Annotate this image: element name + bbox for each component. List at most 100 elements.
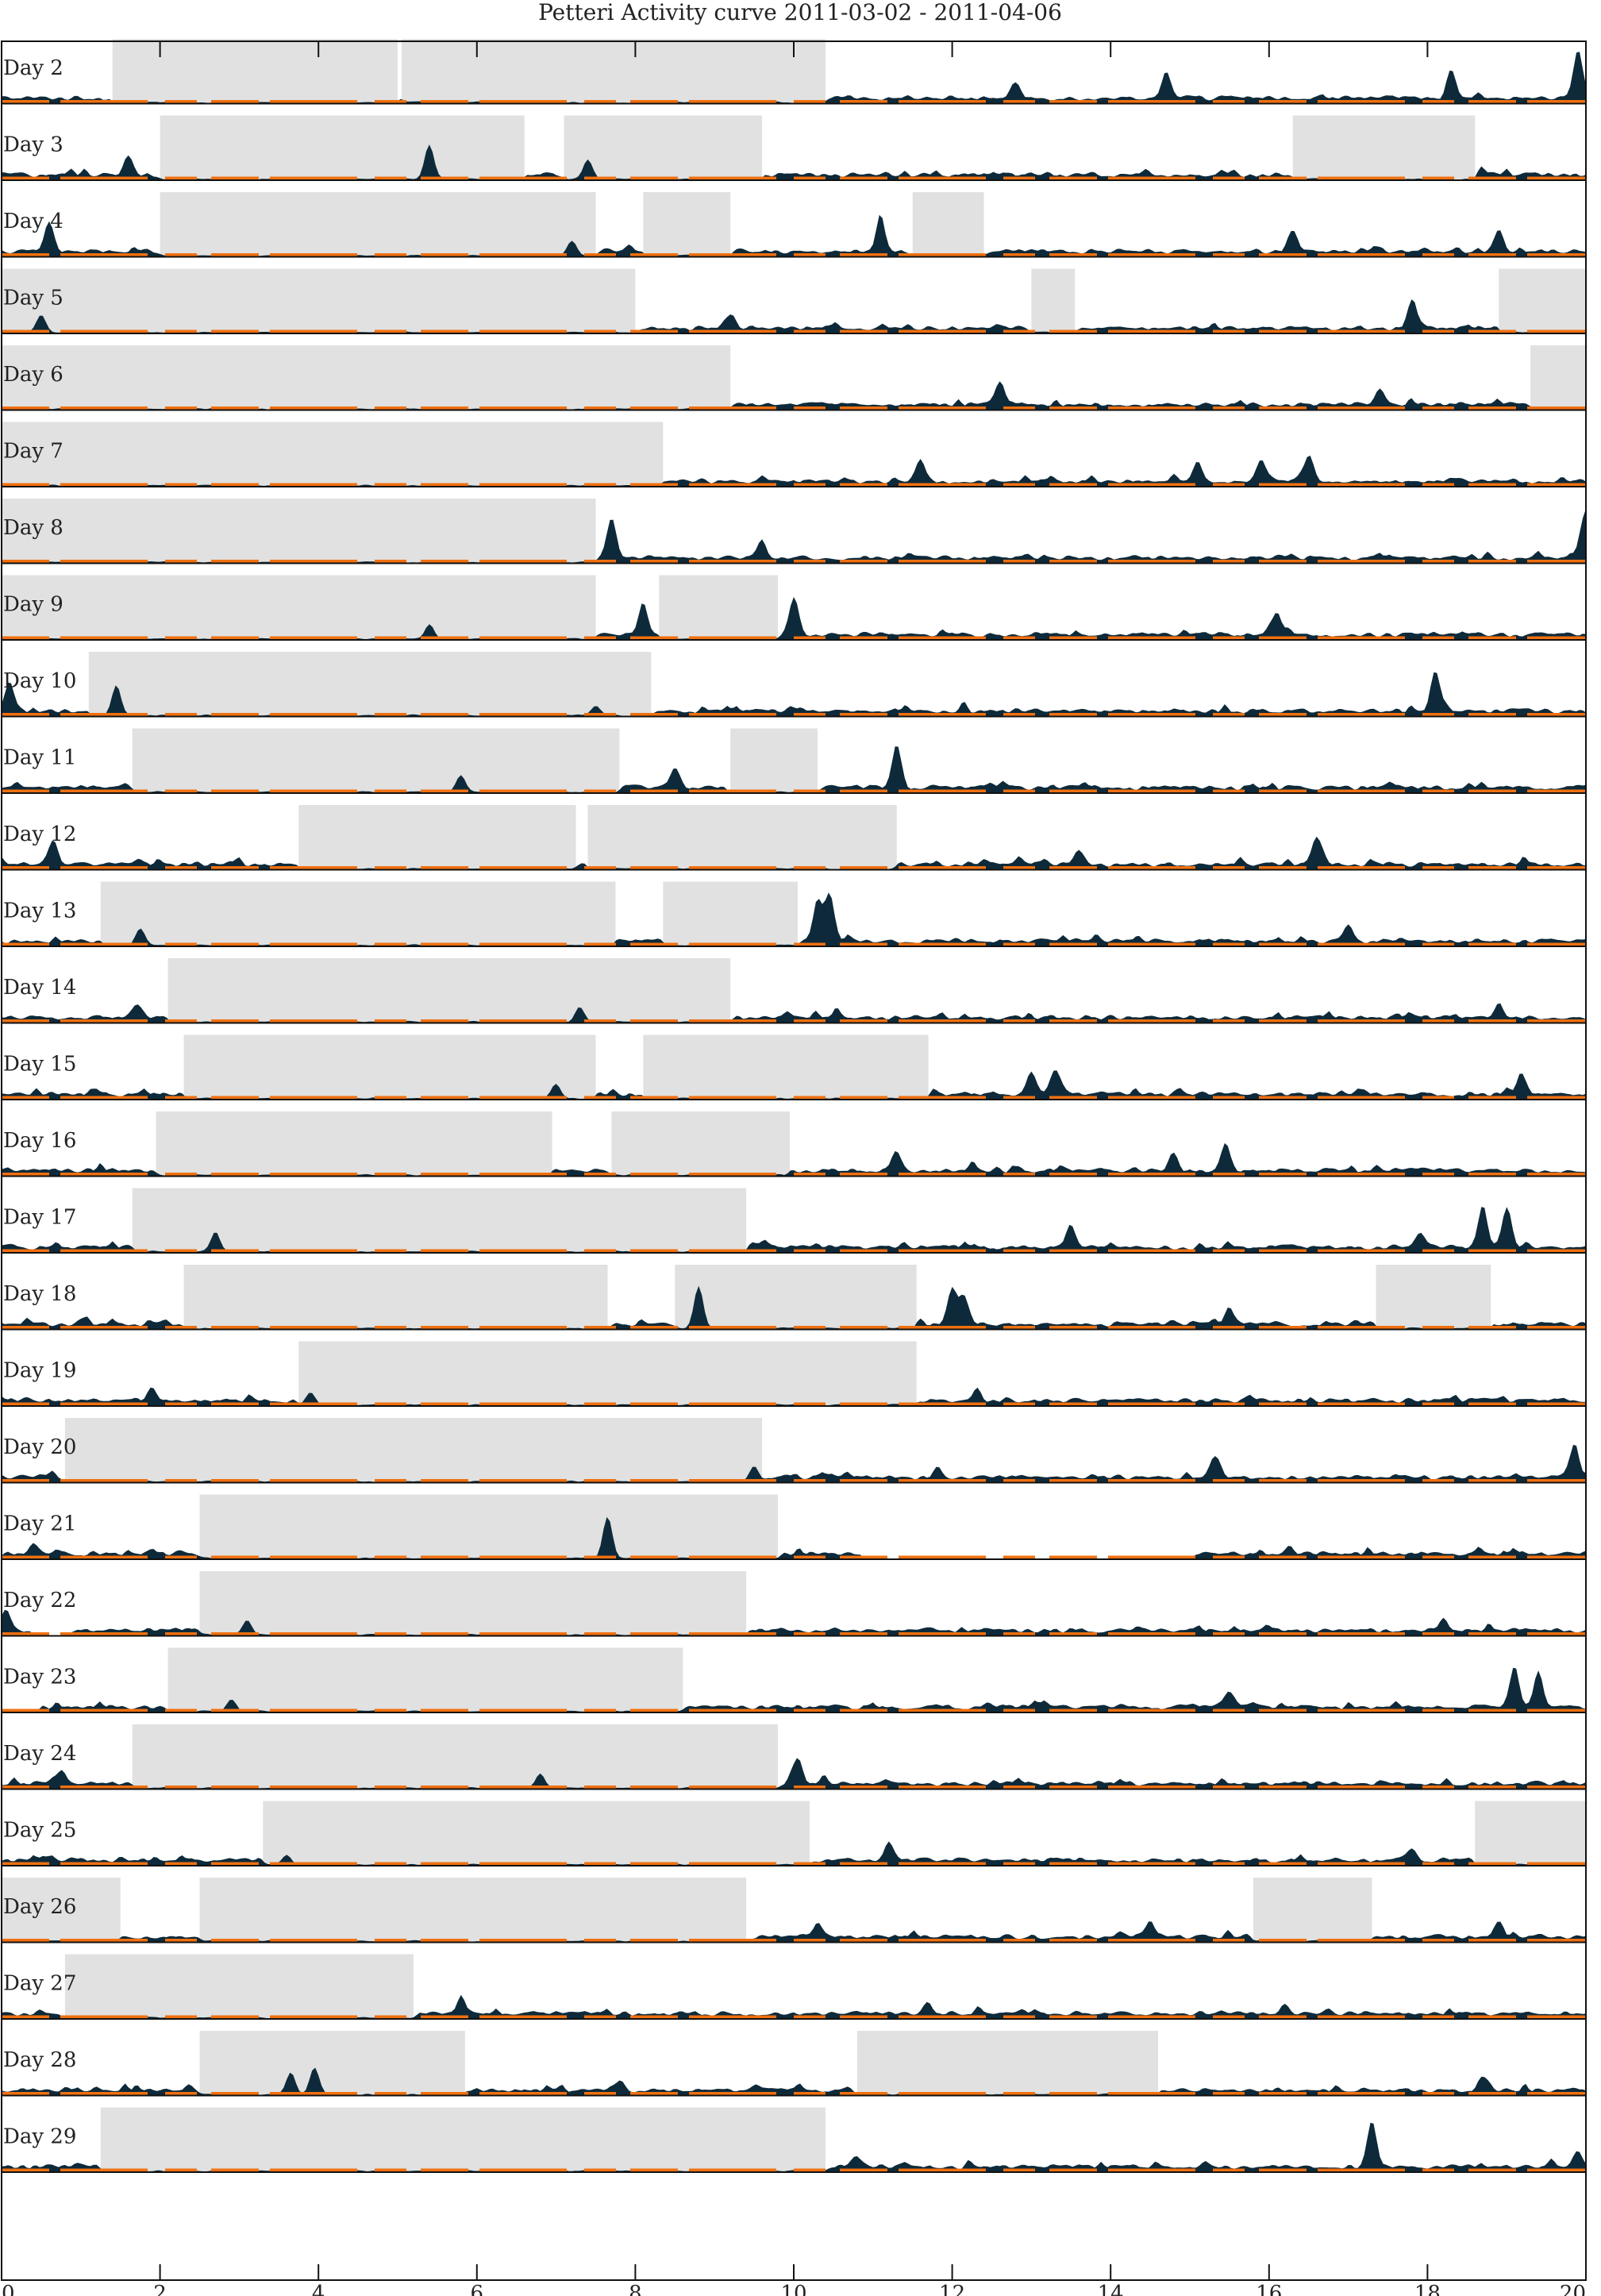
- day-label: Day 29: [3, 2125, 76, 2149]
- sleep-block: [199, 1571, 747, 1635]
- sleep-block: [199, 2031, 465, 2095]
- day-label: Day 9: [3, 593, 64, 617]
- day-row: Day 12: [2, 805, 1586, 871]
- activity-curve: [2, 299, 1586, 333]
- sleep-block: [199, 1494, 779, 1559]
- sleep-block: [611, 1111, 791, 1176]
- day-label: Day 6: [3, 363, 64, 387]
- sleep-block: [564, 115, 763, 180]
- day-label: Day 26: [3, 1895, 76, 1919]
- sleep-block: [2, 422, 664, 487]
- x-axis: 0 2 4 6 8 10 12 14 16 18 20: [1, 41, 1587, 2296]
- sleep-block: [2, 268, 636, 333]
- activity-curve: [2, 596, 1586, 640]
- day-rows: Day 2 Day 3 Day 4 Day 5 Day 6 Day 7 Day 8 Day 9…: [2, 39, 1586, 2173]
- day-row: Day 20: [2, 1418, 1586, 1484]
- x-tick-label: 8: [629, 2282, 642, 2296]
- day-row: Day 27: [2, 1954, 1586, 2020]
- sleep-block: [160, 115, 525, 180]
- sleep-block: [298, 805, 576, 869]
- day-label: Day 10: [3, 669, 76, 693]
- activity-curve: [2, 1758, 1586, 1789]
- sleep-block: [160, 192, 596, 256]
- sleep-block: [167, 1647, 683, 1712]
- sleep-block: [675, 1265, 917, 1329]
- x-tick-label: 16: [1256, 2282, 1282, 2296]
- sleep-block: [1475, 1801, 1586, 1866]
- day-label: Day 24: [3, 1742, 76, 1766]
- day-row: Day 18: [2, 1265, 1586, 1331]
- activity-curve: [2, 1444, 1586, 1482]
- sleep-block: [643, 192, 731, 256]
- day-row: Day 3: [2, 115, 1586, 181]
- activity-curve: [2, 1285, 1586, 1329]
- sleep-block: [2, 575, 596, 640]
- sleep-block: [2, 345, 731, 410]
- x-tick-label: 6: [471, 2282, 484, 2296]
- day-row: Day 15: [2, 1034, 1586, 1100]
- sleep-block: [659, 575, 779, 640]
- sleep-block: [183, 1265, 608, 1329]
- sleep-block: [1499, 268, 1586, 333]
- sleep-block: [199, 1878, 747, 1942]
- day-label: Day 3: [3, 133, 64, 157]
- day-label: Day 2: [3, 56, 64, 80]
- sleep-block: [132, 1188, 747, 1253]
- day-label: Day 19: [3, 1359, 76, 1383]
- day-label: Day 28: [3, 2048, 76, 2072]
- sleep-block: [1376, 1265, 1491, 1329]
- x-tick-label: 0: [2, 2282, 15, 2296]
- day-label: Day 11: [3, 746, 76, 770]
- activity-curve: [2, 1667, 1586, 1712]
- day-label: Day 4: [3, 210, 64, 233]
- day-label: Day 8: [3, 516, 64, 540]
- day-row: Day 8: [2, 499, 1586, 564]
- activity-curve: [2, 455, 1586, 487]
- day-row: Day 25: [2, 1801, 1586, 1866]
- sleep-block: [2, 499, 596, 563]
- day-row: Day 23: [2, 1647, 1586, 1713]
- day-row: Day 22: [2, 1571, 1586, 1637]
- day-row: Day 6: [2, 345, 1586, 411]
- sleep-block: [64, 1954, 414, 2019]
- sleep-block: [183, 1034, 596, 1100]
- sleep-block: [1292, 115, 1476, 180]
- sleep-block: [132, 1724, 779, 1789]
- day-row: Day 16: [2, 1111, 1586, 1177]
- day-label: Day 21: [3, 1512, 76, 1536]
- day-row: Day 21: [2, 1494, 1586, 1560]
- day-label: Day 22: [3, 1589, 76, 1612]
- day-row: Day 14: [2, 958, 1586, 1024]
- x-tick-label: 10: [780, 2282, 806, 2296]
- x-tick-label: 20: [1560, 2282, 1586, 2296]
- day-label: Day 12: [3, 822, 76, 846]
- sleep-block: [100, 881, 616, 946]
- activity-curve: [2, 1142, 1586, 1176]
- day-row: Day 5: [2, 268, 1586, 334]
- activity-curve: [2, 1609, 1586, 1635]
- activity-curve: [2, 1207, 1586, 1253]
- x-tick-label: 4: [312, 2282, 325, 2296]
- x-tick-label: 18: [1414, 2282, 1441, 2296]
- sleep-block: [88, 652, 652, 716]
- sleep-block: [730, 728, 818, 793]
- day-label: Day 7: [3, 440, 64, 464]
- sleep-block: [167, 958, 731, 1023]
- activity-curve: [2, 1516, 1586, 1559]
- day-label: Day 15: [3, 1053, 76, 1077]
- sleep-block: [100, 2107, 826, 2172]
- day-row: Day 10: [2, 652, 1586, 718]
- activity-curve: [2, 836, 1586, 869]
- day-row: Day 9: [2, 575, 1586, 641]
- sleep-block: [1253, 1878, 1372, 1942]
- sleep-block: [2, 1878, 121, 1942]
- day-label: Day 14: [3, 976, 76, 1000]
- day-row: Day 19: [2, 1341, 1586, 1407]
- sleep-block: [263, 1801, 810, 1866]
- x-tick-label: 12: [939, 2282, 965, 2296]
- activity-curve: [2, 1387, 1586, 1406]
- day-label: Day 17: [3, 1206, 76, 1230]
- sleep-block: [132, 728, 620, 793]
- day-row: Day 26: [2, 1878, 1586, 1944]
